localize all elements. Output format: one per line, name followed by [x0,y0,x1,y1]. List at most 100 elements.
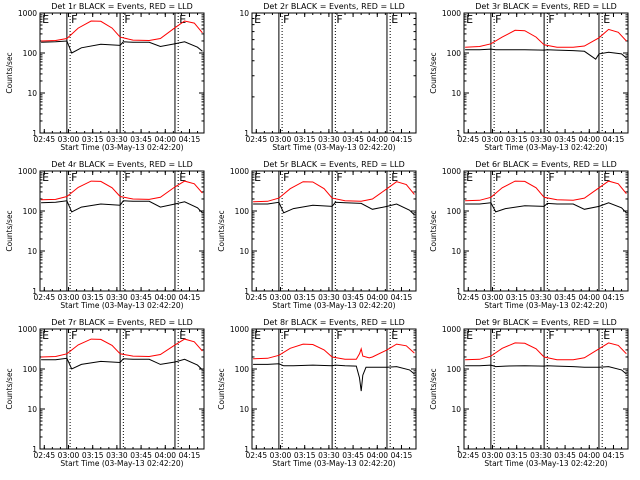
segment-label: F [71,13,77,26]
series-events-line [253,201,415,216]
x-tick-label: 03:30 [318,451,340,460]
x-tick-label: 03:00 [482,135,504,144]
y-tick-label: 10 [451,89,461,98]
segment-label: E [42,171,49,184]
x-tick-label: 03:15 [506,135,528,144]
y-tick-label: 1000 [18,167,37,176]
x-tick-label: 03:15 [82,135,104,144]
x-tick-label: 04:15 [603,135,625,144]
y-tick-label: 1 [32,129,37,138]
x-tick-label: 04:00 [154,135,176,144]
x-tick-label: 03:15 [506,293,528,302]
segment-label: F [124,329,130,342]
plot-frame [39,12,205,134]
x-tick-label: 02:45 [245,135,267,144]
x-tick-label: 02:45 [245,293,267,302]
segment-label: E [603,329,610,342]
x-tick-label: 02:45 [245,451,267,460]
segment-label: E [42,329,49,342]
y-tick-label: 10 [239,247,249,256]
x-tick-label: 03:15 [82,451,104,460]
panel-title: Det 1r BLACK = Events, RED = LLD [51,2,193,11]
series-events-line [253,363,415,392]
y-tick-label: 1 [456,129,461,138]
panel-5: Det 5r BLACK = Events, RED = LLD 02:45 03:… [217,160,417,310]
x-tick-label: 04:00 [366,293,388,302]
x-tick-label: 04:15 [603,293,625,302]
x-axis-title: Start Time (03-May-13 02:42:20) [484,143,607,152]
x-tick-label: 04:15 [391,293,413,302]
x-tick-label: 04:15 [391,451,413,460]
x-tick-label: 03:15 [506,451,528,460]
x-tick-label: 02:45 [33,293,55,302]
segment-label: F [124,171,130,184]
segment-label: F [71,329,77,342]
segment-label: E [254,13,261,26]
segment-label: E [391,329,398,342]
x-tick-label: 03:00 [58,135,80,144]
x-axis-title: Start Time (03-May-13 02:42:20) [60,459,183,468]
x-axis-title: Start Time (03-May-13 02:42:20) [60,301,183,310]
y-axis-title: Counts/sec [5,368,14,409]
y-tick-label: 100 [23,49,38,58]
segment-label: F [548,13,554,26]
segment-label: F [495,13,501,26]
x-axis-title: Start Time (03-May-13 02:42:20) [484,301,607,310]
y-tick-label: 100 [447,365,462,374]
y-tick-label: 10 [451,247,461,256]
y-axis-title: Counts/sec [217,210,226,251]
panel-title: Det 5r BLACK = Events, RED = LLD [263,160,405,169]
x-axis-title: Start Time (03-May-13 02:42:20) [60,143,183,152]
segment-label: F [124,13,130,26]
segment-label: F [71,171,77,184]
segment-label: F [336,13,342,26]
panel-title: Det 3r BLACK = Events, RED = LLD [475,2,617,11]
y-tick-label: 10 [27,247,37,256]
series-lld-line [253,181,415,203]
x-tick-label: 04:00 [578,451,600,460]
plot-frame [251,170,417,292]
x-tick-label: 03:30 [530,451,552,460]
segment-label: E [466,329,473,342]
x-tick-label: 02:45 [33,135,55,144]
segment-label: E [603,171,610,184]
segment-label: F [548,171,554,184]
y-tick-label: 1 [244,129,249,138]
x-tick-label: 03:00 [58,293,80,302]
y-axis-title: Counts/sec [5,210,14,251]
x-tick-label: 04:15 [179,135,201,144]
series-lld-line [41,20,203,42]
x-tick-label: 03:30 [530,135,552,144]
panel-title: Det 7r BLACK = Events, RED = LLD [51,318,193,327]
x-axis-title: Start Time (03-May-13 02:42:20) [272,143,395,152]
x-tick-label: 03:45 [554,135,576,144]
x-tick-label: 03:00 [270,451,292,460]
plot-frame [39,170,205,292]
y-tick-label: 10 [451,405,461,414]
x-tick-label: 04:00 [366,135,388,144]
x-tick-label: 03:00 [270,135,292,144]
series-events-line [465,364,627,375]
x-tick-label: 04:00 [578,293,600,302]
x-axis-title: Start Time (03-May-13 02:42:20) [272,301,395,310]
series-events-line [465,202,627,214]
x-tick-label: 02:45 [457,135,479,144]
x-tick-label: 03:00 [482,293,504,302]
y-axis-title: Counts/sec [429,368,438,409]
y-tick-label: 100 [23,365,38,374]
segment-label: E [466,13,473,26]
series-lld-line [41,180,203,201]
y-tick-label: 10 [27,405,37,414]
x-tick-label: 03:45 [342,293,364,302]
y-tick-label: 100 [447,207,462,216]
x-tick-label: 03:45 [342,451,364,460]
x-tick-label: 03:30 [106,451,128,460]
segment-label: E [603,13,610,26]
x-tick-label: 03:30 [530,293,552,302]
segment-label: E [179,329,186,342]
y-axis-title: Counts/sec [429,210,438,251]
y-tick-label: 1000 [230,167,249,176]
